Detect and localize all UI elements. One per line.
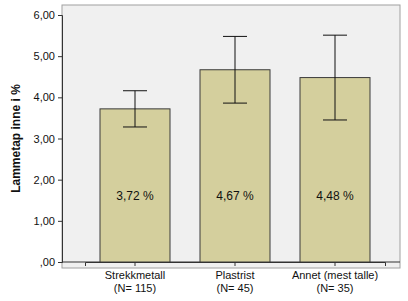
x-axis-line — [86, 263, 386, 267]
y-tick: 2,00 — [34, 174, 62, 186]
y-tick-label: 1,00 — [34, 215, 55, 227]
x-tick: Plastrist(N= 45) — [215, 262, 254, 294]
y-tick-label: 2,00 — [34, 174, 55, 186]
y-tick: 1,00 — [34, 215, 62, 227]
x-tick-label: Plastrist(N= 45) — [215, 269, 254, 294]
marks — [100, 35, 370, 262]
y-tick-mark — [58, 139, 62, 140]
y-tick-label: 6,00 — [34, 9, 55, 21]
y-tick-mark — [58, 180, 62, 181]
y-tick-label: ,00 — [40, 256, 55, 268]
x-axis: Strekkmetall(N= 115) Plastrist(N= 45) Anne… — [86, 262, 386, 294]
x-tick: Annet (mest talle)(N= 35) — [292, 262, 378, 294]
y-tick-label: 5,00 — [34, 50, 55, 62]
x-tick-label: Annet (mest talle)(N= 35) — [292, 269, 378, 294]
y-tick-label: 3,00 — [34, 133, 55, 145]
x-tick-label-line: (N= 35) — [317, 282, 354, 294]
error-bar — [123, 91, 147, 127]
y-axis: ,00 1,00 2,00 3,00 4,00 5,00 6,00 — [34, 9, 63, 268]
x-tick-label-line: Plastrist — [215, 269, 254, 281]
bar — [100, 109, 170, 262]
y-tick-mark — [58, 15, 62, 16]
y-tick: 4,00 — [34, 91, 62, 103]
x-tick-label-line: Strekkmetall — [105, 269, 166, 281]
x-tick-label-line: (N= 45) — [217, 282, 254, 294]
error-bar — [223, 36, 247, 103]
y-axis-title: Lammetap inne i % — [9, 84, 23, 193]
x-tick-label: Strekkmetall(N= 115) — [105, 269, 166, 294]
x-tick-label-line: Annet (mest talle) — [292, 269, 378, 281]
y-axis-line — [58, 16, 63, 263]
y-tick: 3,00 — [34, 133, 62, 145]
data-label: 3,72 % — [116, 189, 154, 203]
y-tick-mark — [58, 97, 62, 98]
x-tick-mark — [135, 262, 136, 266]
error-bar — [323, 35, 347, 120]
y-tick-mark — [58, 221, 62, 222]
x-tick-label-line: (N= 115) — [114, 282, 156, 294]
data-label: 4,67 % — [216, 189, 254, 203]
y-tick-mark — [58, 56, 62, 57]
y-tick-mark — [58, 262, 62, 263]
data-label: 4,48 % — [316, 189, 354, 203]
y-tick: 6,00 — [34, 9, 62, 21]
plot-background — [62, 5, 400, 268]
x-tick: Strekkmetall(N= 115) — [105, 262, 166, 294]
y-tick-label: 4,00 — [34, 91, 55, 103]
x-tick-mark — [235, 262, 236, 266]
x-tick-mark — [335, 262, 336, 266]
y-tick: 5,00 — [34, 50, 62, 62]
y-tick: ,00 — [40, 256, 62, 268]
